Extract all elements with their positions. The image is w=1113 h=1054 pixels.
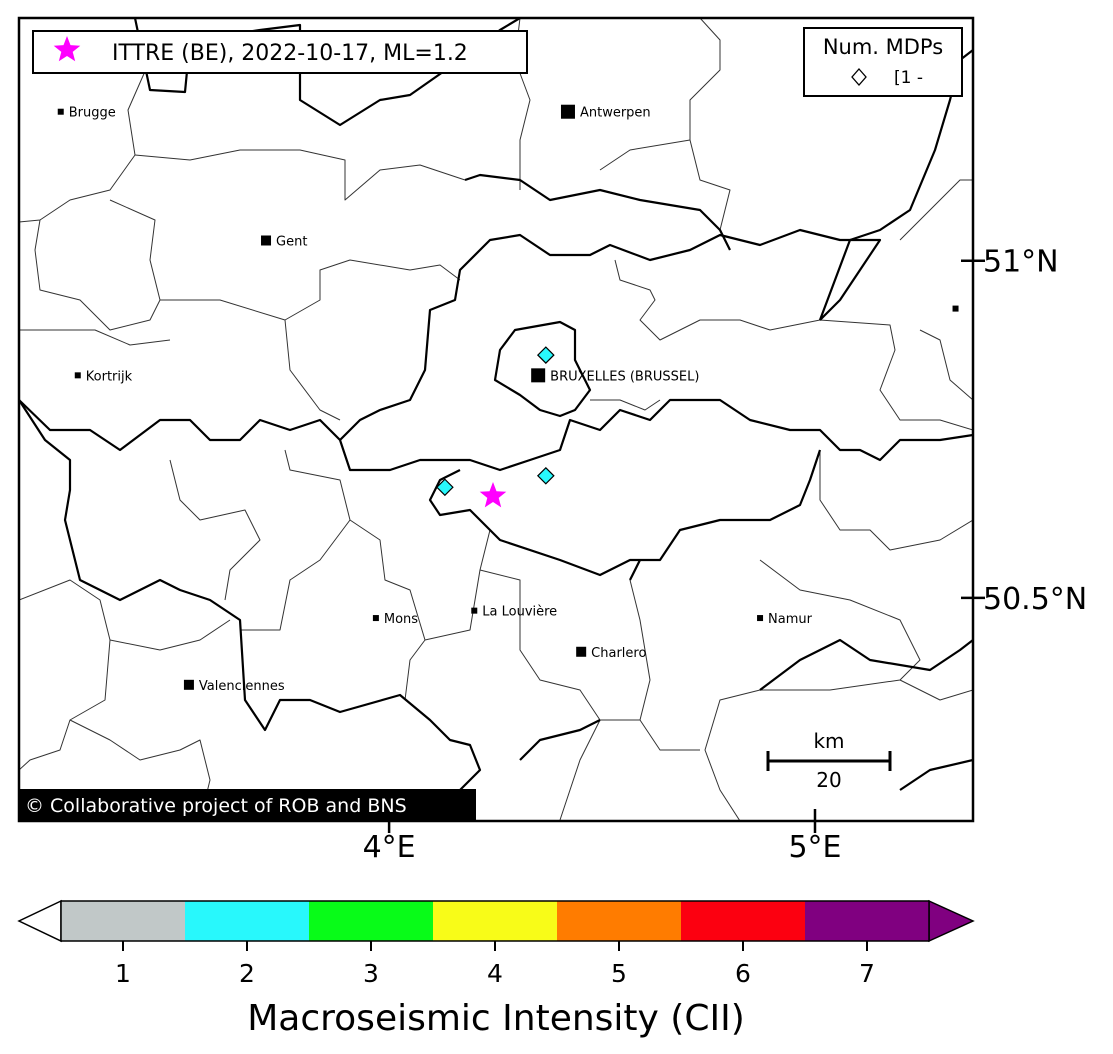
lon-tick-label: 4°E [363,830,416,865]
city-square-icon [261,235,272,246]
colorbar-tick-label: 5 [611,959,627,988]
city-square-icon [372,615,379,622]
mdp-legend-entry: [1 - [894,68,923,88]
map-area: 4°E 5°E 51°N 50.5°N Brugge Antwerpen Gent Kort… [17,16,1088,865]
city-label: Brugge [69,106,116,121]
city-square-icon [57,108,64,115]
scale-bar: km 20 [766,729,892,792]
city-square-icon [952,305,959,312]
mdp-diamond-icon [436,478,454,497]
event-layer [479,482,507,508]
city-marker: Namur [757,612,813,627]
city-square-icon [74,372,81,379]
colorbar-extend-low [17,899,62,943]
colorbar-segment [557,901,682,941]
city-marker: Antwerpen [560,104,651,121]
city-label: Namur [768,612,813,627]
city-label: Charlero [591,646,646,661]
colorbar-tick-label: 1 [115,959,131,988]
mdp-legend-title: Num. MDPs [823,35,943,59]
colorbar: 1 2 3 4 5 6 7 Macroseismic Intensity (CII) [17,899,975,1039]
city-label: Valenciennes [199,679,285,694]
epicenter-star-icon [479,482,507,508]
event-legend-label: ITTRE (BE), 2022-10-17, ML=1.2 [112,41,468,66]
star-icon [53,36,81,62]
lat-tick-label: 51°N [983,245,1059,280]
city-label: BRUXELLES (BRUSSEL) [550,369,699,384]
city-square-icon [757,615,764,622]
lat-tick-label: 50.5°N [983,582,1087,617]
scale-value: 20 [816,768,841,792]
brussels-region-border [493,320,592,418]
city-marker [952,305,959,312]
copyright-banner: © Collaborative project of ROB and BNS [20,789,476,820]
city-label: Kortrijk [86,369,133,384]
city-square-icon [576,646,587,657]
colorbar-tick-label: 7 [859,959,875,988]
mdp-diamond-icon [536,466,555,485]
event-legend: ITTRE (BE), 2022-10-17, ML=1.2 [32,30,528,74]
city-square-icon [183,679,194,690]
city-marker: Brugge [57,106,116,121]
city-marker: Valenciennes [183,679,285,694]
colorbar-extend-high [928,899,975,943]
lon-tick-label: 5°E [788,830,841,865]
colorbar-segment [309,901,434,941]
city-marker: Gent [261,234,307,249]
colorbar-label: Macroseismic Intensity (CII) [247,998,745,1039]
mdp-legend: Num. MDPs [1 - [803,27,963,97]
city-label: Gent [276,234,307,249]
city-label: Antwerpen [580,106,651,121]
map-frame [17,16,975,823]
city-square-icon [471,607,478,614]
colorbar-tick-label: 3 [363,959,379,988]
city-marker: BRUXELLES (BRUSSEL) [531,368,699,384]
city-marker: Charlero [576,646,646,661]
mdp-diamond-icon [536,346,555,364]
colorbar-segment [805,901,930,941]
city-label: La Louvière [482,605,557,620]
colorbar-tick-label: 6 [735,959,751,988]
city-marker: Kortrijk [74,369,133,384]
city-label: Mons [384,612,418,627]
colorbar-segment [681,901,806,941]
colorbar-tick-label: 2 [239,959,255,988]
copyright-text: © Collaborative project of ROB and BNS [25,795,407,817]
city-marker: Mons [372,612,418,627]
city-square-icon [560,104,575,119]
cities-layer: Brugge Antwerpen Gent Kortrijk BRUXELLES (BR… [57,104,959,694]
colorbar-segment [61,901,186,941]
axis-ticks: 4°E 5°E 51°N 50.5°N [363,245,1088,865]
city-square-icon [531,368,546,383]
scale-unit: km [813,729,844,753]
mdp-layer [436,346,555,497]
city-marker: La Louvière [471,605,557,620]
colorbar-segment [185,901,310,941]
district-borders [19,18,973,821]
diamond-icon [851,68,867,86]
region-borders [19,18,973,821]
colorbar-tick-label: 4 [487,959,503,988]
colorbar-segment [433,901,558,941]
